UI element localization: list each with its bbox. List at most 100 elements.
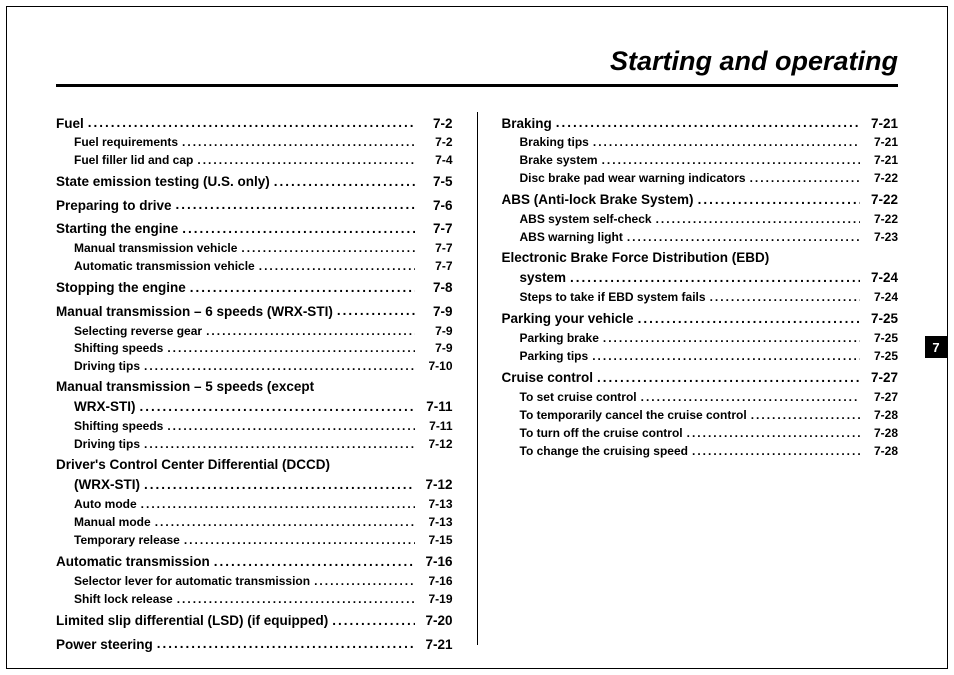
toc-leader [141,496,415,508]
toc-label: Automatic transmission [56,553,210,572]
toc-page: 7-19 [419,591,453,608]
toc-leader [698,191,860,205]
toc-leader [627,229,860,241]
toc-entry-sub: Shifting speeds7-9 [56,340,453,357]
toc-page: 7-16 [419,573,453,590]
toc-leader [687,425,860,437]
toc-leader [274,173,415,187]
toc-page: 7-10 [419,358,453,375]
toc-entry-sub: To set cruise control7-27 [502,389,899,406]
toc-label: Fuel filler lid and cap [74,152,193,169]
toc-leader [157,635,415,649]
toc-page: 7-16 [419,553,453,572]
toc-leader [570,269,860,283]
toc-leader [144,436,414,448]
toc-entry-main: Fuel7-2 [56,114,453,133]
toc-content: Fuel7-2Fuel requirements7-2Fuel filler l… [56,110,898,645]
toc-label: Braking tips [520,134,589,151]
toc-page: 7-25 [864,330,898,347]
toc-entry-main: Braking7-21 [502,114,899,133]
toc-label: Manual mode [74,514,151,531]
toc-entry-sub: Temporary release7-15 [56,532,453,549]
toc-label: ABS warning light [520,229,623,246]
toc-label: Temporary release [74,532,180,549]
toc-entry-sub: Driving tips 7-10 [56,358,453,375]
toc-entry-main: WRX-STI) 7-11 [56,398,453,417]
toc-leader [88,114,415,128]
page-title: Starting and operating [610,46,898,81]
toc-page: 7-2 [419,134,453,151]
toc-label: Shifting speeds [74,418,163,435]
title-row: Starting and operating [56,46,898,81]
toc-entry-sub: ABS system self-check7-22 [502,211,899,228]
toc-label: WRX-STI) [74,398,136,417]
toc-entry-sub: Parking tips7-25 [502,348,899,365]
toc-label: Preparing to drive [56,197,172,216]
toc-leader [182,134,414,146]
toc-leader [641,389,860,401]
toc-entry-main: (WRX-STI)7-12 [56,476,453,495]
toc-entry-sub: To change the cruising speed7-28 [502,443,899,460]
toc-label: To set cruise control [520,389,637,406]
toc-entry-main: Starting the engine 7-7 [56,220,453,239]
toc-page: 7-7 [419,258,453,275]
toc-page: 7-11 [419,398,453,417]
toc-leader [603,330,860,342]
toc-label: Shift lock release [74,591,173,608]
toc-page: 7-5 [419,173,453,192]
toc-page: 7-7 [419,220,453,239]
toc-label: Driving tips [74,436,140,453]
toc-leader [184,532,415,544]
toc-leader [593,134,860,146]
toc-leader [155,514,415,526]
toc-page: 7-21 [864,134,898,151]
toc-page: 7-21 [864,152,898,169]
toc-label: Braking [502,115,552,134]
toc-entry-sub: To temporarily cancel the cruise control… [502,407,899,424]
toc-entry-sub: Selector lever for automatic transmissio… [56,573,453,590]
toc-entry-sub: Shifting speeds 7-11 [56,418,453,435]
toc-entry-sub: Manual mode7-13 [56,514,453,531]
toc-page: 7-11 [419,418,453,435]
toc-page: 7-8 [419,279,453,298]
toc-leader [314,573,414,585]
toc-page: 7-12 [419,476,453,495]
toc-label: Parking brake [520,330,599,347]
toc-label: Cruise control [502,369,594,388]
toc-page: 7-24 [864,289,898,306]
toc-entry-sub: Selecting reverse gear7-9 [56,323,453,340]
toc-page: 7-28 [864,407,898,424]
toc-label: State emission testing (U.S. only) [56,173,270,192]
toc-leader [197,152,414,164]
toc-leader [750,170,860,182]
toc-leader [214,553,415,567]
toc-leader [144,476,415,490]
toc-label: Auto mode [74,496,137,513]
column-separator [477,112,478,645]
toc-leader [167,340,414,352]
toc-leader [182,220,414,234]
toc-right-column: Braking7-21Braking tips7-21Brake system7… [502,110,899,645]
toc-entry-sub: Brake system 7-21 [502,152,899,169]
toc-entry-sub: Parking brake 7-25 [502,330,899,347]
toc-label: Driving tips [74,358,140,375]
toc-entry-sub: Fuel filler lid and cap7-4 [56,152,453,169]
toc-entry-sub: To turn off the cruise control7-28 [502,425,899,442]
toc-entry-sub: Disc brake pad wear warning indicators7-… [502,170,899,187]
toc-entry-main: Preparing to drive 7-6 [56,196,453,215]
toc-label: Disc brake pad wear warning indicators [520,170,746,187]
toc-leader [167,418,414,430]
toc-page: 7-6 [419,197,453,216]
toc-label: Brake system [520,152,598,169]
toc-label: Starting the engine [56,220,178,239]
toc-label: Fuel requirements [74,134,178,151]
toc-label: Selecting reverse gear [74,323,202,340]
toc-leader [206,323,414,335]
toc-label: Steps to take if EBD system fails [520,289,706,306]
toc-leader [692,443,860,455]
toc-leader [176,196,415,210]
toc-entry-main: Power steering7-21 [56,635,453,654]
toc-label: Manual transmission – 6 speeds (WRX-STI) [56,303,333,322]
toc-entry-sub: Steps to take if EBD system fails 7-24 [502,289,899,306]
toc-page: 7-13 [419,496,453,513]
